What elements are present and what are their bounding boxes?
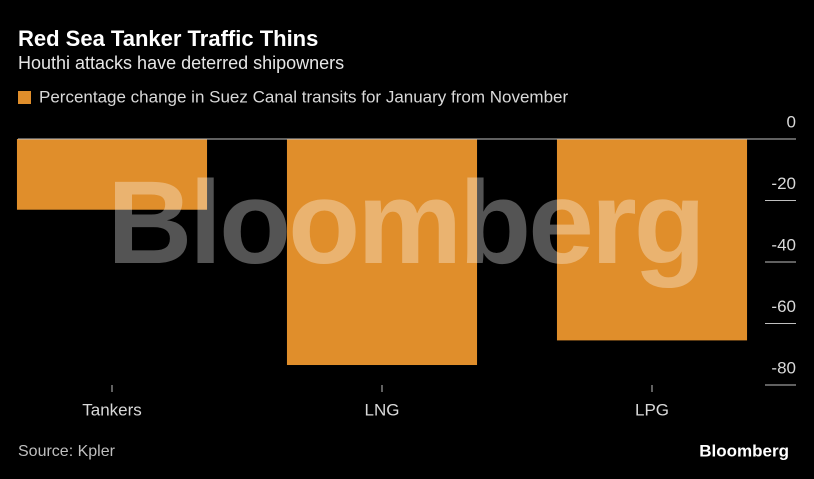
y-tick-label: 0	[787, 112, 796, 131]
y-tick-label: -40	[771, 235, 796, 254]
bar	[286, 139, 478, 366]
x-tick-label: Tankers	[82, 400, 142, 419]
y-tick-label: -20	[771, 174, 796, 193]
legend-swatch	[18, 91, 31, 104]
bar	[556, 139, 748, 341]
watermark: Bloomberg	[107, 157, 703, 289]
legend-label: Percentage change in Suez Canal transits…	[39, 87, 568, 106]
x-tick-label: LNG	[365, 400, 400, 419]
logo: Bloomberg	[699, 441, 789, 460]
chart-title: Red Sea Tanker Traffic Thins	[18, 26, 318, 51]
source: Source: Kpler	[18, 443, 116, 460]
bar	[16, 139, 208, 210]
chart-subtitle: Houthi attacks have deterred shipowners	[18, 53, 344, 73]
x-tick-label: LPG	[635, 400, 669, 419]
y-tick-label: -60	[771, 297, 796, 316]
y-tick-label: -80	[771, 358, 796, 377]
